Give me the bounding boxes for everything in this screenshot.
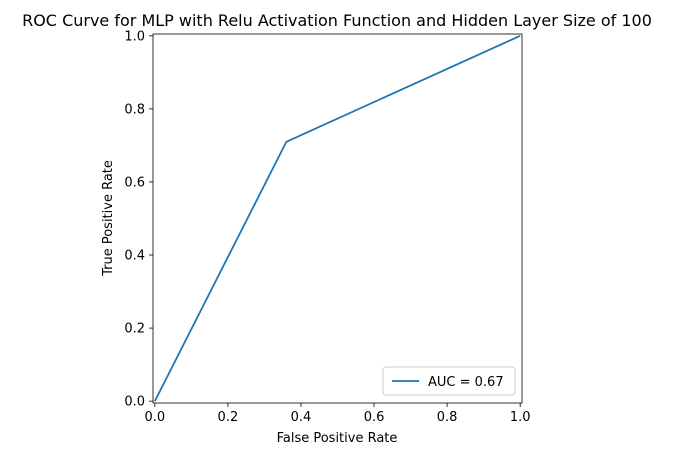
x-tick-label: 0.8	[437, 410, 458, 425]
plot-area	[152, 33, 523, 404]
x-axis-ticks: 0.0 0.2 0.4 0.6 0.8 1.0	[144, 403, 531, 425]
y-tick-label: 0.6	[124, 175, 145, 190]
y-axis-label: True Positive Rate	[101, 160, 116, 277]
y-tick-label: 1.0	[124, 29, 145, 44]
y-axis-ticks: 0.0 0.2 0.4 0.6 0.8 1.0	[124, 29, 153, 410]
y-tick-label: 0.8	[124, 102, 145, 117]
legend-box	[382, 366, 516, 396]
x-axis-label: False Positive Rate	[277, 431, 398, 446]
y-tick-label: 0.2	[124, 322, 145, 337]
x-tick-label: 0.0	[144, 410, 165, 425]
legend: AUC = 0.67	[382, 366, 516, 396]
y-tick-label: 0.4	[124, 249, 145, 264]
y-tick-label: 0.0	[124, 395, 145, 410]
roc-curve-line	[154, 35, 521, 402]
x-tick-label: 1.0	[510, 410, 531, 425]
legend-entry-label: AUC = 0.67	[428, 375, 504, 390]
x-tick-label: 0.4	[291, 410, 312, 425]
chart-title: ROC Curve for MLP with Relu Activation F…	[22, 11, 652, 30]
x-tick-label: 0.2	[218, 410, 239, 425]
series-layer	[154, 35, 521, 402]
x-tick-label: 0.6	[364, 410, 385, 425]
